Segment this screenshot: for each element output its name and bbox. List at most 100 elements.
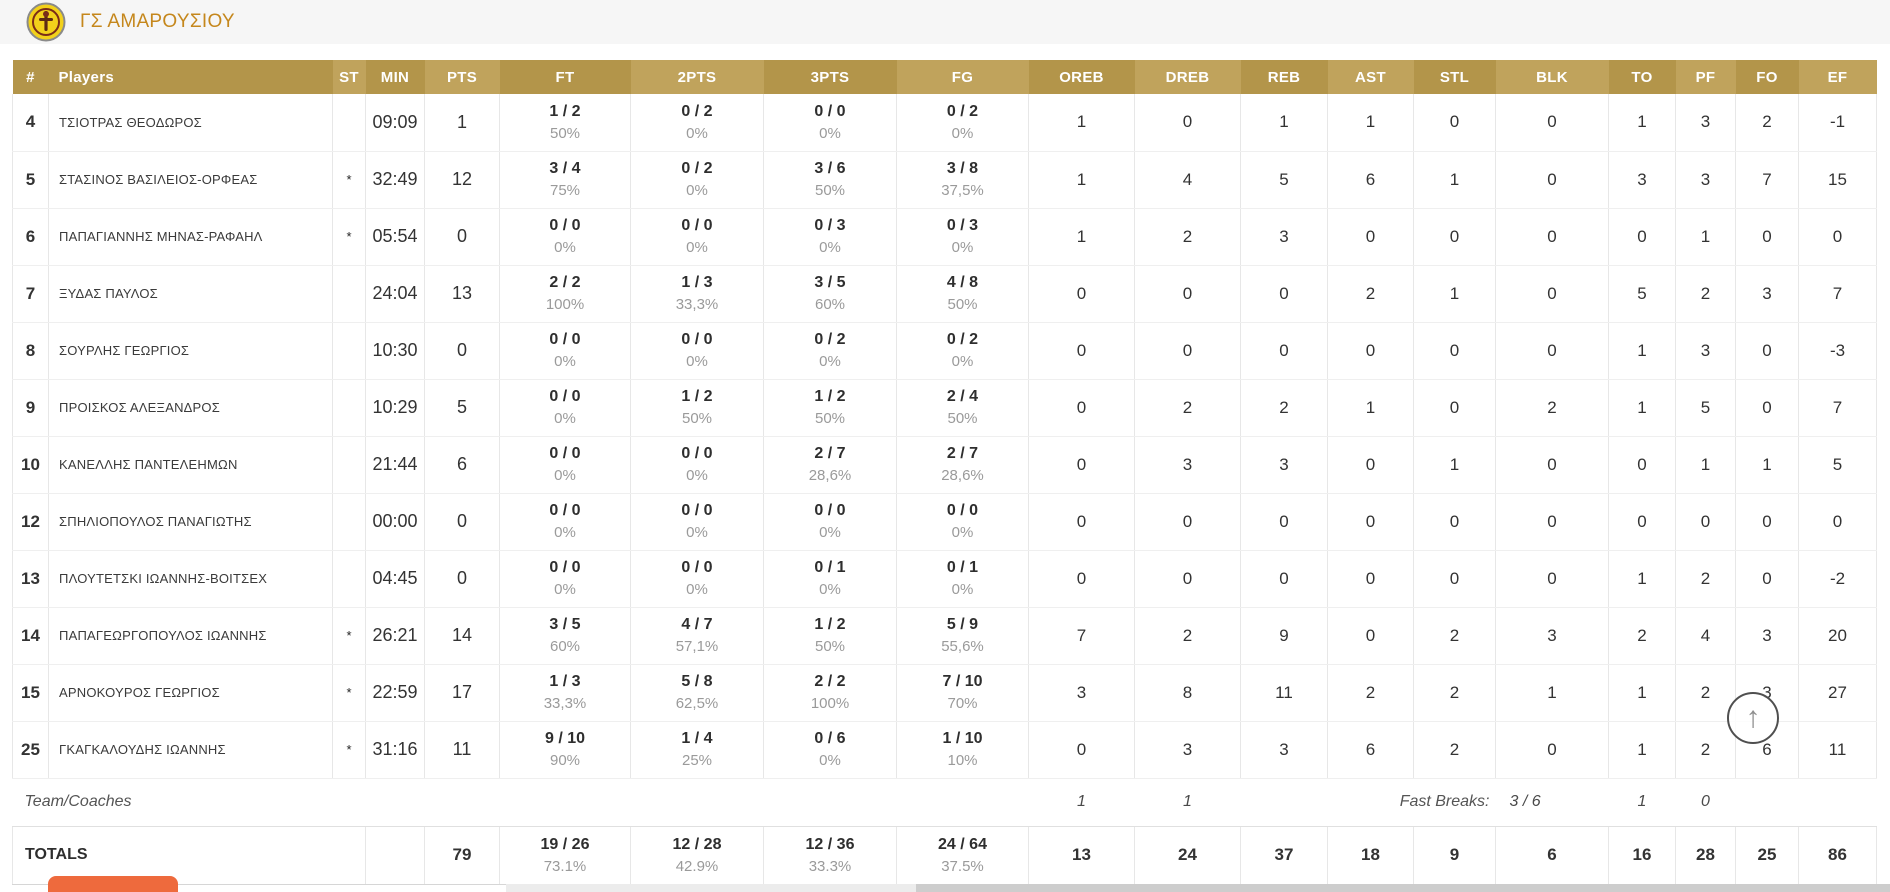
blk-cell: 2 — [1495, 379, 1609, 437]
player-number-cell: 9 — [12, 379, 49, 437]
ast-cell: 0 — [1327, 550, 1414, 608]
column-header-dreb: DREB — [1134, 60, 1241, 94]
ft-made-attempted: 0 / 0 — [549, 559, 581, 576]
stat-cell-2pts: 0 / 0 0% — [630, 550, 764, 608]
stl-cell: 0 — [1413, 550, 1496, 608]
3pts-percentage: 0% — [819, 752, 841, 769]
stat-cell-3pts: 0 / 0 0% — [763, 94, 897, 152]
ef-cell: 5 — [1798, 436, 1877, 494]
column-header-fg: FG — [896, 60, 1029, 94]
stat-cell-fg: 0 / 3 0% — [896, 208, 1029, 266]
totals-2pts-percentage: 42.9% — [675, 857, 719, 875]
totals-ft-percentage: 73.1% — [543, 857, 587, 875]
player-name-cell: ΤΣΙΟΤΡΑΣ ΘΕΟΔΩΡΟΣ — [48, 94, 333, 152]
starter-cell — [332, 94, 366, 152]
pf-cell: 2 — [1675, 721, 1736, 779]
stat-cell-ft: 1 / 3 33,3% — [499, 664, 631, 722]
2pts-made-attempted: 0 / 0 — [681, 559, 713, 576]
dreb-cell: 3 — [1134, 436, 1241, 494]
ast-cell: 0 — [1327, 208, 1414, 266]
ast-cell: 6 — [1327, 151, 1414, 209]
column-header-pf: PF — [1675, 60, 1736, 94]
ft-made-attempted: 3 / 4 — [549, 160, 581, 177]
pf-cell: 4 — [1675, 607, 1736, 665]
3pts-made-attempted: 0 / 2 — [814, 331, 846, 348]
stat-cell-ft: 1 / 2 50% — [499, 94, 631, 152]
stat-cell-ft: 0 / 0 0% — [499, 493, 631, 551]
ast-cell: 2 — [1327, 664, 1414, 722]
ft-percentage: 0% — [554, 353, 576, 370]
box-score-table: # Players ST MIN PTS FT 2PTS 3PTS FG OREB DREB REB A… — [12, 60, 1877, 885]
stat-cell-ft: 0 / 0 0% — [499, 208, 631, 266]
fg-percentage: 0% — [951, 524, 974, 541]
2pts-percentage: 0% — [686, 124, 708, 142]
player-number-cell: 15 — [12, 664, 49, 722]
totals-ast-cell: 18 — [1327, 825, 1414, 885]
column-header-oreb: OREB — [1028, 60, 1135, 94]
fo-cell: 3 — [1735, 607, 1799, 665]
2pts-percentage: 0% — [686, 581, 708, 598]
3pts-percentage: 50% — [814, 182, 846, 199]
pf-cell: 3 — [1675, 94, 1736, 152]
stat-cell-3pts: 0 / 6 0% — [763, 721, 897, 779]
table-row: 6 ΠΑΠΑΓΙΑΝΝΗΣ ΜΗΝΑΣ-ΡΑΦΑΗΛ * 05:54 0 0 / 0 0% 0… — [12, 208, 1877, 266]
totals-fg-made-attempted: 24 / 64 — [938, 835, 987, 853]
dreb-cell: 2 — [1134, 208, 1241, 266]
stl-cell: 0 — [1413, 208, 1496, 266]
ast-cell: 0 — [1327, 493, 1414, 551]
points-cell: 6 — [424, 436, 500, 494]
ft-made-attempted: 9 / 10 — [544, 730, 586, 747]
minutes-cell: 04:45 — [365, 550, 425, 608]
stat-cell-fg: 1 / 10 10% — [896, 721, 1029, 779]
box-score-header: # Players ST MIN PTS FT 2PTS 3PTS FG OREB DREB REB A… — [12, 60, 1877, 94]
stat-cell-2pts: 0 / 2 0% — [630, 151, 764, 209]
stat-cell-2pts: 0 / 0 0% — [630, 436, 764, 494]
fg-percentage: 10% — [947, 752, 978, 769]
stat-cell-2pts: 1 / 2 50% — [630, 379, 764, 437]
stat-cell-ft: 3 / 5 60% — [499, 607, 631, 665]
column-header-players: Players — [48, 60, 333, 94]
up-arrow-icon: ↑ — [1745, 701, 1761, 734]
team-to-cell: 1 — [1608, 778, 1676, 827]
reb-cell: 2 — [1240, 379, 1328, 437]
2pts-percentage: 50% — [681, 410, 713, 427]
ft-percentage: 0% — [554, 239, 576, 256]
column-header-num: # — [12, 60, 49, 94]
stl-cell: 1 — [1413, 436, 1496, 494]
pf-cell: 2 — [1675, 265, 1736, 323]
column-header-reb: REB — [1240, 60, 1328, 94]
stat-cell-2pts: 0 / 0 0% — [630, 322, 764, 380]
fo-cell: 7 — [1735, 151, 1799, 209]
stat-cell-fg: 0 / 2 0% — [896, 94, 1029, 152]
minutes-cell: 05:54 — [365, 208, 425, 266]
stat-cell-2pts: 1 / 3 33,3% — [630, 265, 764, 323]
ft-made-attempted: 0 / 0 — [549, 217, 581, 234]
team-coaches-label: Team/Coaches — [12, 778, 1029, 827]
table-row: 8 ΣΟΥΡΛΗΣ ΓΕΩΡΓΙΟΣ 10:30 0 0 / 0 0% 0 / 0 0% 0 /… — [12, 322, 1877, 380]
starter-cell — [332, 550, 366, 608]
2pts-made-attempted: 1 / 4 — [681, 730, 713, 747]
column-header-stl: STL — [1413, 60, 1496, 94]
team-reb-cell — [1240, 778, 1328, 827]
horizontal-scrollbar-thumb[interactable] — [916, 884, 1890, 892]
minutes-cell: 09:09 — [365, 94, 425, 152]
fg-percentage: 28,6% — [941, 467, 984, 484]
bottom-action-button[interactable] — [48, 876, 178, 892]
blk-cell: 0 — [1495, 550, 1609, 608]
dreb-cell: 0 — [1134, 550, 1241, 608]
totals-3pts-percentage: 33.3% — [808, 857, 852, 875]
ef-cell: -2 — [1798, 550, 1877, 608]
column-header-ast: AST — [1327, 60, 1414, 94]
2pts-made-attempted: 0 / 2 — [681, 102, 713, 120]
column-header-fo: FO — [1735, 60, 1799, 94]
ef-cell: 0 — [1798, 208, 1877, 266]
stat-cell-totals-3pts: 12 / 36 33.3% — [763, 825, 897, 885]
2pts-percentage: 0% — [686, 524, 708, 541]
3pts-made-attempted: 2 / 7 — [814, 445, 846, 462]
ef-cell: 15 — [1798, 151, 1877, 209]
scroll-to-top-button[interactable]: ↑ — [1727, 692, 1779, 744]
fg-percentage: 50% — [947, 296, 978, 313]
2pts-made-attempted: 5 / 8 — [681, 673, 713, 690]
oreb-cell: 3 — [1028, 664, 1135, 722]
player-number-cell: 10 — [12, 436, 49, 494]
